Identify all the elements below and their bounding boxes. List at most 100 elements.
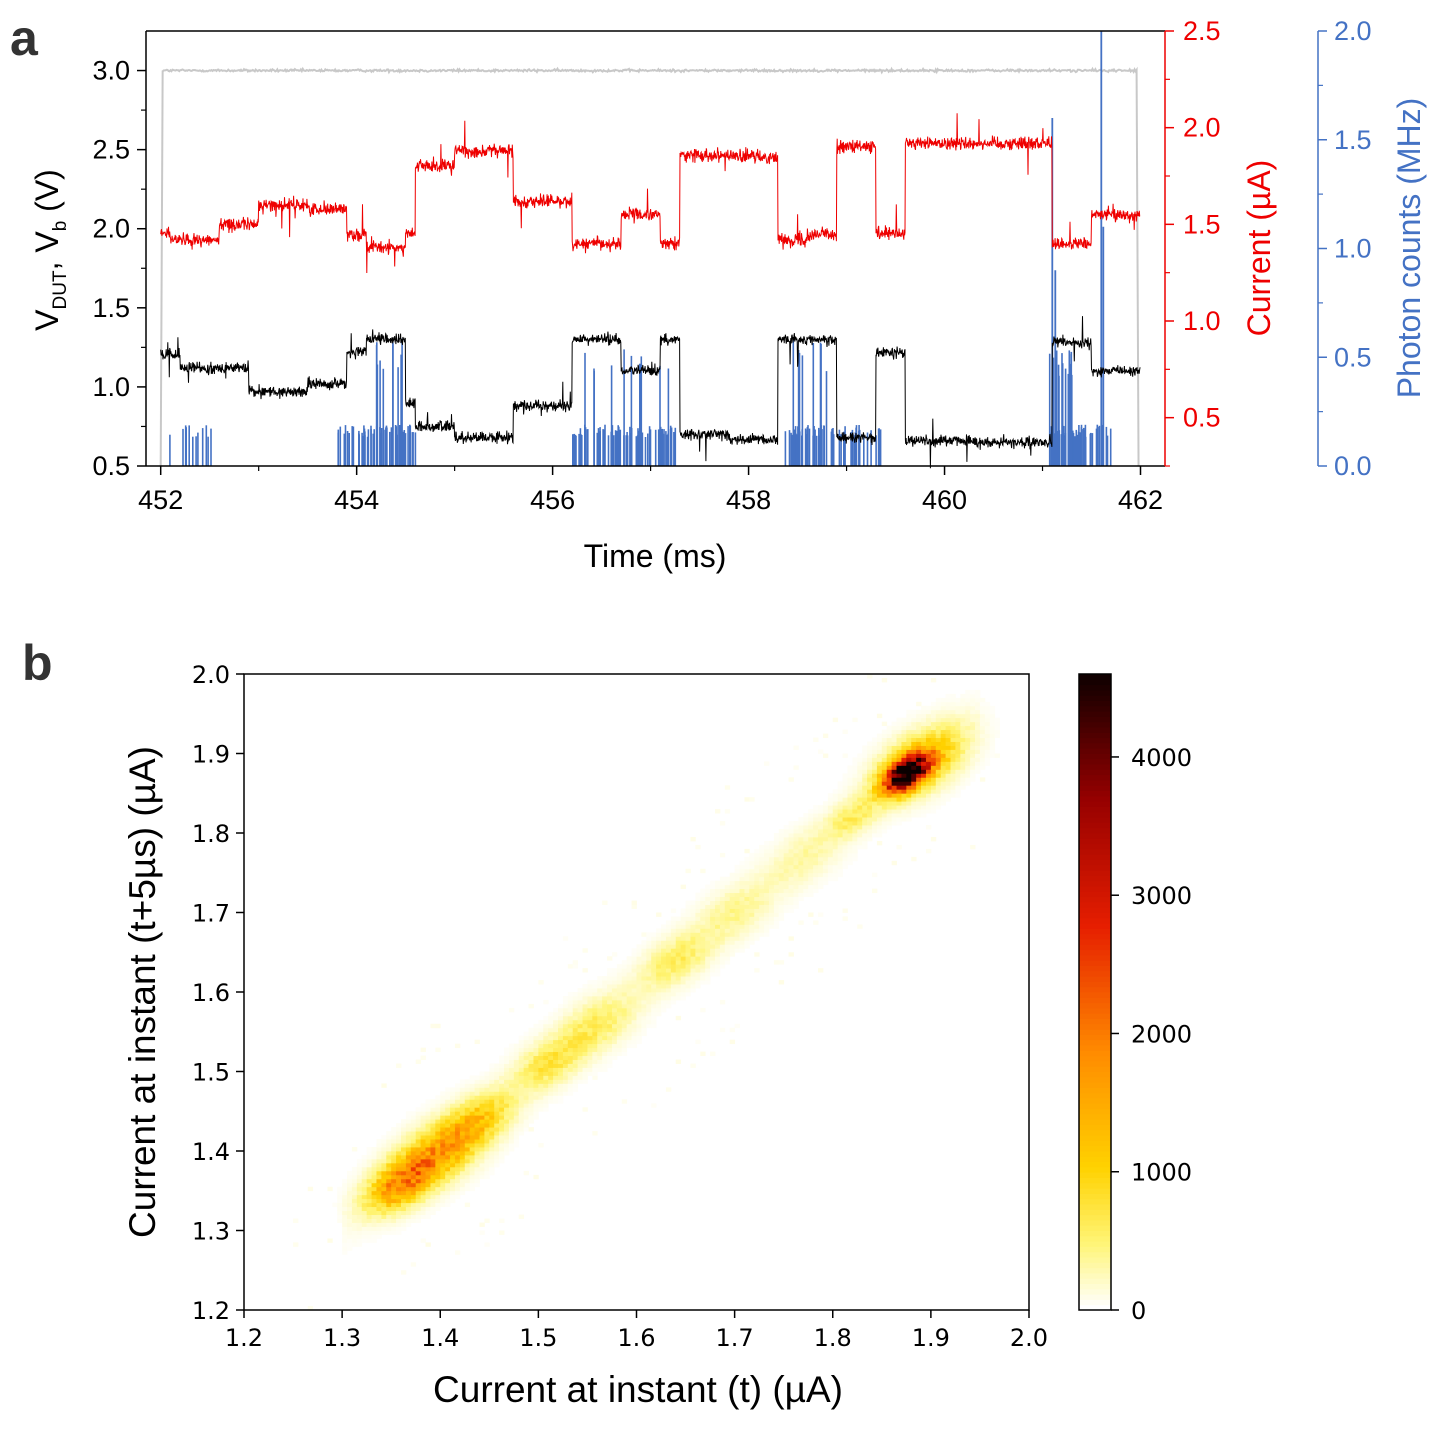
heatmap-cell: [881, 797, 888, 802]
heatmap-cell: [665, 999, 672, 1005]
heatmap-cell: [876, 733, 883, 739]
heatmap-cell: [729, 944, 736, 949]
b-y-tick-label: 1.2: [192, 1297, 230, 1325]
heatmap-cell: [950, 769, 956, 774]
heatmap-cell: [361, 1234, 368, 1239]
heatmap-cell: [366, 1162, 372, 1168]
heatmap-cell: [783, 829, 789, 834]
heatmap-cell: [459, 1186, 466, 1192]
heatmap-cell: [391, 1194, 397, 1200]
heatmap-cell: [754, 916, 760, 921]
heatmap-cell: [415, 1147, 422, 1152]
heatmap-cell: [646, 984, 652, 989]
heatmap-cell: [366, 1174, 372, 1180]
heatmap-cell: [764, 900, 770, 905]
heatmap-cell: [925, 741, 932, 746]
heatmap-cell: [857, 781, 863, 786]
heatmap-cell: [440, 1190, 446, 1196]
heatmap-cell: [867, 817, 873, 822]
heatmap-cell: [396, 1127, 402, 1132]
heatmap-cell: [376, 1158, 382, 1164]
heatmap-cell: [715, 809, 721, 814]
heatmap-cell: [734, 920, 740, 925]
heatmap-cell: [538, 1059, 544, 1064]
heatmap-cell: [793, 876, 799, 882]
heatmap-cell: [494, 1071, 500, 1076]
heatmap-cell: [548, 1023, 554, 1029]
heatmap-cell: [356, 1198, 363, 1204]
left-tick-label: 1.0: [92, 372, 130, 402]
heatmap-cell: [494, 1119, 500, 1124]
colorbar-segment: [1079, 716, 1111, 723]
heatmap-cell: [474, 1182, 480, 1188]
heatmap-cell: [965, 781, 971, 786]
heatmap-cell: [445, 1095, 451, 1100]
heatmap-cell: [518, 1075, 525, 1080]
heatmap-cell: [376, 1178, 382, 1184]
colorbar-segment: [1079, 1267, 1111, 1274]
heatmap-cell: [567, 1087, 574, 1092]
heatmap-cell: [528, 1003, 534, 1009]
heatmap-cell: [710, 972, 716, 977]
heatmap-cell: [558, 1027, 564, 1033]
heatmap-cell: [636, 1007, 642, 1013]
voltage-unit: (V): [29, 169, 65, 221]
heatmap-cell: [921, 805, 927, 810]
heatmap-cell: [749, 896, 755, 901]
heatmap-cell: [508, 1083, 515, 1088]
heatmap-cell: [872, 781, 878, 786]
heatmap-cell: [734, 884, 740, 890]
heatmap-cell: [788, 908, 794, 913]
heatmap-cell: [347, 1242, 353, 1247]
heatmap-cell: [621, 1019, 628, 1025]
heatmap-cell: [783, 888, 789, 894]
colorbar-segment: [1079, 854, 1111, 860]
heatmap-cell: [464, 1127, 471, 1132]
heatmap-cell: [548, 1035, 554, 1041]
heatmap-cell: [376, 1166, 382, 1172]
heatmap-cell: [656, 984, 662, 989]
heatmap-cell: [371, 1147, 377, 1152]
heatmap-cell: [386, 1170, 392, 1176]
heatmap-cell: [813, 809, 819, 814]
heatmap-cell: [955, 697, 961, 703]
heatmap-cell: [435, 1162, 441, 1168]
heatmap-cell: [984, 761, 991, 766]
heatmap-cell: [950, 765, 956, 770]
heatmap-cell: [940, 793, 946, 798]
heatmap-cell: [891, 777, 897, 782]
heatmap-cell: [842, 844, 848, 850]
heatmap-cell: [965, 721, 971, 727]
heatmap-cell: [513, 1091, 520, 1096]
heatmap-cell: [852, 844, 858, 850]
heatmap-cell: [548, 1015, 554, 1021]
colorbar-segment: [1079, 1299, 1111, 1306]
heatmap-cell: [445, 1166, 451, 1172]
heatmap-cell: [405, 1202, 412, 1208]
heatmap-cell: [930, 773, 937, 778]
heatmap-cell: [621, 1039, 628, 1045]
heatmap-cell: [886, 817, 893, 822]
heatmap-cell: [808, 836, 814, 842]
heatmap-cell: [396, 1182, 402, 1188]
heatmap-cell: [970, 717, 976, 723]
heatmap-cell: [420, 1154, 426, 1160]
heatmap-cell: [376, 1198, 382, 1204]
heatmap-cell: [513, 1063, 520, 1068]
heatmap-cell: [523, 1075, 529, 1080]
heatmap-cell: [754, 892, 760, 898]
heatmap-cell: [351, 1190, 358, 1196]
heatmap-cell: [965, 697, 971, 703]
heatmap-cell: [911, 781, 917, 786]
heatmap-cell: [759, 908, 765, 913]
heatmap-cell: [945, 741, 951, 746]
heatmap-cell: [611, 1047, 618, 1053]
heatmap-cell: [508, 1047, 515, 1053]
heatmap-cell: [454, 1095, 461, 1100]
heatmap-cell: [960, 725, 966, 731]
heatmap-cell: [822, 733, 829, 739]
heatmap-cell: [680, 984, 686, 989]
heatmap-cell: [347, 1230, 353, 1235]
heatmap-cell: [979, 733, 986, 739]
heatmap-cell: [695, 964, 701, 969]
